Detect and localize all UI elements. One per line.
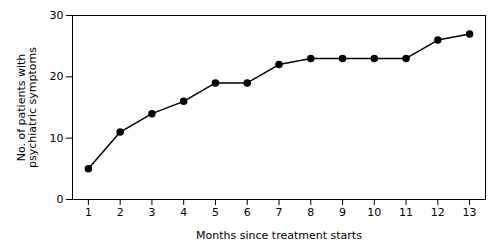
svg-text:10: 10 (50, 132, 64, 145)
svg-text:4: 4 (180, 206, 187, 219)
svg-text:13: 13 (463, 206, 477, 219)
svg-text:11: 11 (399, 206, 413, 219)
svg-text:30: 30 (50, 9, 64, 22)
svg-text:2: 2 (117, 206, 124, 219)
svg-text:3: 3 (148, 206, 155, 219)
svg-text:6: 6 (244, 206, 251, 219)
svg-text:Months since treatment starts: Months since treatment starts (196, 229, 362, 241)
svg-text:5: 5 (212, 206, 219, 219)
svg-text:10: 10 (367, 206, 381, 219)
svg-text:0: 0 (57, 193, 64, 206)
svg-text:7: 7 (276, 206, 283, 219)
svg-text:20: 20 (50, 70, 64, 83)
svg-text:12: 12 (431, 206, 445, 219)
svg-text:8: 8 (307, 206, 314, 219)
svg-text:1: 1 (85, 206, 92, 219)
svg-text:9: 9 (339, 206, 346, 219)
svg-text:No. of patients withpsychiatri: No. of patients withpsychiatric symptoms (15, 47, 39, 168)
